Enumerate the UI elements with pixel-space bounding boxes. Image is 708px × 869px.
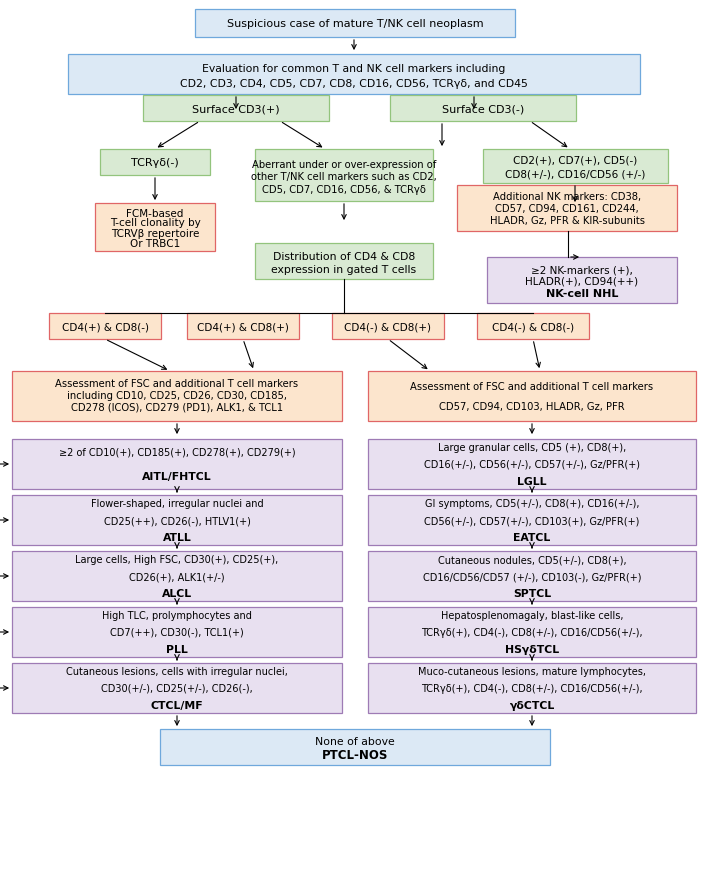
- Text: ALCL: ALCL: [162, 588, 192, 598]
- Text: CD57, CD94, CD161, CD244,: CD57, CD94, CD161, CD244,: [495, 203, 639, 214]
- Text: NK-cell NHL: NK-cell NHL: [546, 289, 618, 299]
- Text: LGLL: LGLL: [518, 476, 547, 486]
- Text: HLADR(+), CD94(++): HLADR(+), CD94(++): [525, 275, 639, 286]
- FancyBboxPatch shape: [68, 55, 640, 95]
- Text: CD16(+/-), CD56(+/-), CD57(+/-), Gz/PFR(+): CD16(+/-), CD56(+/-), CD57(+/-), Gz/PFR(…: [424, 460, 640, 469]
- FancyBboxPatch shape: [368, 440, 696, 489]
- FancyBboxPatch shape: [255, 243, 433, 280]
- Text: TCRγδ(+), CD4(-), CD8(+/-), CD16/CD56(+/-),: TCRγδ(+), CD4(-), CD8(+/-), CD16/CD56(+/…: [421, 683, 643, 693]
- FancyBboxPatch shape: [187, 314, 299, 340]
- Text: HLADR, Gz, PFR & KIR-subunits: HLADR, Gz, PFR & KIR-subunits: [489, 216, 644, 226]
- FancyBboxPatch shape: [332, 314, 444, 340]
- Text: including CD10, CD25, CD26, CD30, CD185,: including CD10, CD25, CD26, CD30, CD185,: [67, 390, 287, 401]
- FancyBboxPatch shape: [49, 314, 161, 340]
- Text: Large granular cells, CD5 (+), CD8(+),: Large granular cells, CD5 (+), CD8(+),: [438, 443, 626, 453]
- FancyBboxPatch shape: [255, 149, 433, 202]
- Text: PLL: PLL: [166, 644, 188, 653]
- FancyBboxPatch shape: [477, 314, 589, 340]
- Text: Suspicious case of mature T/NK cell neoplasm: Suspicious case of mature T/NK cell neop…: [227, 19, 484, 29]
- Text: Muco-cutaneous lesions, mature lymphocytes,: Muco-cutaneous lesions, mature lymphocyt…: [418, 667, 646, 677]
- Text: CD4(+) & CD8(-): CD4(+) & CD8(-): [62, 322, 149, 332]
- Text: None of above: None of above: [315, 736, 395, 746]
- Text: CD2, CD3, CD4, CD5, CD7, CD8, CD16, CD56, TCRγδ, and CD45: CD2, CD3, CD4, CD5, CD7, CD8, CD16, CD56…: [180, 79, 528, 89]
- FancyBboxPatch shape: [12, 440, 342, 489]
- Text: Evaluation for common T and NK cell markers including: Evaluation for common T and NK cell mark…: [202, 64, 506, 74]
- Text: T-cell clonality by: T-cell clonality by: [110, 218, 200, 228]
- Text: TCRγδ(+), CD4(-), CD8(+/-), CD16/CD56(+/-),: TCRγδ(+), CD4(-), CD8(+/-), CD16/CD56(+/…: [421, 627, 643, 637]
- Text: Hepatosplenomagaly, blast-like cells,: Hepatosplenomagaly, blast-like cells,: [441, 611, 623, 620]
- Text: Or TRBC1: Or TRBC1: [130, 239, 180, 249]
- Text: CD57, CD94, CD103, HLADR, Gz, PFR: CD57, CD94, CD103, HLADR, Gz, PFR: [439, 401, 625, 412]
- Text: Aberrant under or over-expression of: Aberrant under or over-expression of: [252, 159, 436, 169]
- FancyBboxPatch shape: [368, 551, 696, 601]
- Text: SPTCL: SPTCL: [513, 588, 551, 598]
- Text: ≥2 NK-markers (+),: ≥2 NK-markers (+),: [531, 265, 633, 275]
- FancyBboxPatch shape: [368, 372, 696, 421]
- Text: γδCTCL: γδCTCL: [509, 700, 554, 710]
- Text: PTCL-NOS: PTCL-NOS: [322, 748, 388, 761]
- Text: HSγδTCL: HSγδTCL: [505, 644, 559, 653]
- Text: CD30(+/-), CD25(+/-), CD26(-),: CD30(+/-), CD25(+/-), CD26(-),: [101, 683, 253, 693]
- FancyBboxPatch shape: [483, 149, 668, 183]
- Text: Additional NK markers: CD38,: Additional NK markers: CD38,: [493, 192, 641, 202]
- Text: Cutaneous nodules, CD5(+/-), CD8(+),: Cutaneous nodules, CD5(+/-), CD8(+),: [438, 554, 627, 565]
- Text: High TLC, prolymphocytes and: High TLC, prolymphocytes and: [102, 611, 252, 620]
- Text: CD278 (ICOS), CD279 (PD1), ALK1, & TCL1: CD278 (ICOS), CD279 (PD1), ALK1, & TCL1: [71, 402, 283, 413]
- Text: CD4(-) & CD8(+): CD4(-) & CD8(+): [345, 322, 431, 332]
- Text: TCRVβ repertoire: TCRVβ repertoire: [111, 229, 199, 238]
- Text: EATCL: EATCL: [513, 532, 551, 542]
- Text: expression in gated T cells: expression in gated T cells: [271, 265, 416, 275]
- Text: ATLL: ATLL: [163, 532, 191, 542]
- Text: FCM-based: FCM-based: [126, 209, 183, 218]
- FancyBboxPatch shape: [143, 96, 329, 122]
- Text: Distribution of CD4 & CD8: Distribution of CD4 & CD8: [273, 251, 415, 262]
- FancyBboxPatch shape: [390, 96, 576, 122]
- Text: CTCL/MF: CTCL/MF: [151, 700, 203, 710]
- FancyBboxPatch shape: [12, 495, 342, 546]
- FancyBboxPatch shape: [368, 663, 696, 713]
- Text: CD4(+) & CD8(+): CD4(+) & CD8(+): [197, 322, 289, 332]
- FancyBboxPatch shape: [368, 495, 696, 546]
- Text: Cutaneous lesions, cells with irregular nuclei,: Cutaneous lesions, cells with irregular …: [66, 667, 288, 677]
- FancyBboxPatch shape: [12, 372, 342, 421]
- Text: CD2(+), CD7(+), CD5(-): CD2(+), CD7(+), CD5(-): [513, 156, 638, 166]
- Text: ≥2 of CD10(+), CD185(+), CD278(+), CD279(+): ≥2 of CD10(+), CD185(+), CD278(+), CD279…: [59, 447, 295, 457]
- FancyBboxPatch shape: [12, 663, 342, 713]
- FancyBboxPatch shape: [160, 729, 550, 765]
- Text: CD56(+/-), CD57(+/-), CD103(+), Gz/PFR(+): CD56(+/-), CD57(+/-), CD103(+), Gz/PFR(+…: [424, 515, 640, 526]
- FancyBboxPatch shape: [12, 551, 342, 601]
- Text: CD8(+/-), CD16/CD56 (+/-): CD8(+/-), CD16/CD56 (+/-): [506, 169, 646, 179]
- Text: Assessment of FSC and additional T cell markers: Assessment of FSC and additional T cell …: [411, 381, 653, 392]
- Text: Surface CD3(-): Surface CD3(-): [442, 104, 524, 114]
- FancyBboxPatch shape: [368, 607, 696, 657]
- Text: CD16/CD56/CD57 (+/-), CD103(-), Gz/PFR(+): CD16/CD56/CD57 (+/-), CD103(-), Gz/PFR(+…: [423, 571, 641, 581]
- Text: Assessment of FSC and additional T cell markers: Assessment of FSC and additional T cell …: [55, 379, 299, 388]
- FancyBboxPatch shape: [12, 607, 342, 657]
- FancyBboxPatch shape: [95, 203, 215, 252]
- Text: CD26(+), ALK1(+/-): CD26(+), ALK1(+/-): [129, 571, 225, 581]
- FancyBboxPatch shape: [195, 10, 515, 38]
- Text: CD4(-) & CD8(-): CD4(-) & CD8(-): [492, 322, 574, 332]
- Text: CD25(++), CD26(-), HTLV1(+): CD25(++), CD26(-), HTLV1(+): [103, 515, 251, 526]
- Text: CD7(++), CD30(-), TCL1(+): CD7(++), CD30(-), TCL1(+): [110, 627, 244, 637]
- Text: AITL/FHTCL: AITL/FHTCL: [142, 472, 212, 482]
- Text: other T/NK cell markers such as CD2,: other T/NK cell markers such as CD2,: [251, 172, 437, 182]
- Text: CD5, CD7, CD16, CD56, & TCRγδ: CD5, CD7, CD16, CD56, & TCRγδ: [262, 184, 426, 195]
- Text: GI symptoms, CD5(+/-), CD8(+), CD16(+/-),: GI symptoms, CD5(+/-), CD8(+), CD16(+/-)…: [425, 499, 639, 508]
- FancyBboxPatch shape: [100, 149, 210, 176]
- FancyBboxPatch shape: [487, 258, 677, 303]
- FancyBboxPatch shape: [457, 186, 677, 232]
- Text: TCRγδ(-): TCRγδ(-): [131, 158, 179, 168]
- Text: Large cells, High FSC, CD30(+), CD25(+),: Large cells, High FSC, CD30(+), CD25(+),: [75, 554, 279, 565]
- Text: Surface CD3(+): Surface CD3(+): [192, 104, 280, 114]
- Text: Flower-shaped, irregular nuclei and: Flower-shaped, irregular nuclei and: [91, 499, 263, 508]
